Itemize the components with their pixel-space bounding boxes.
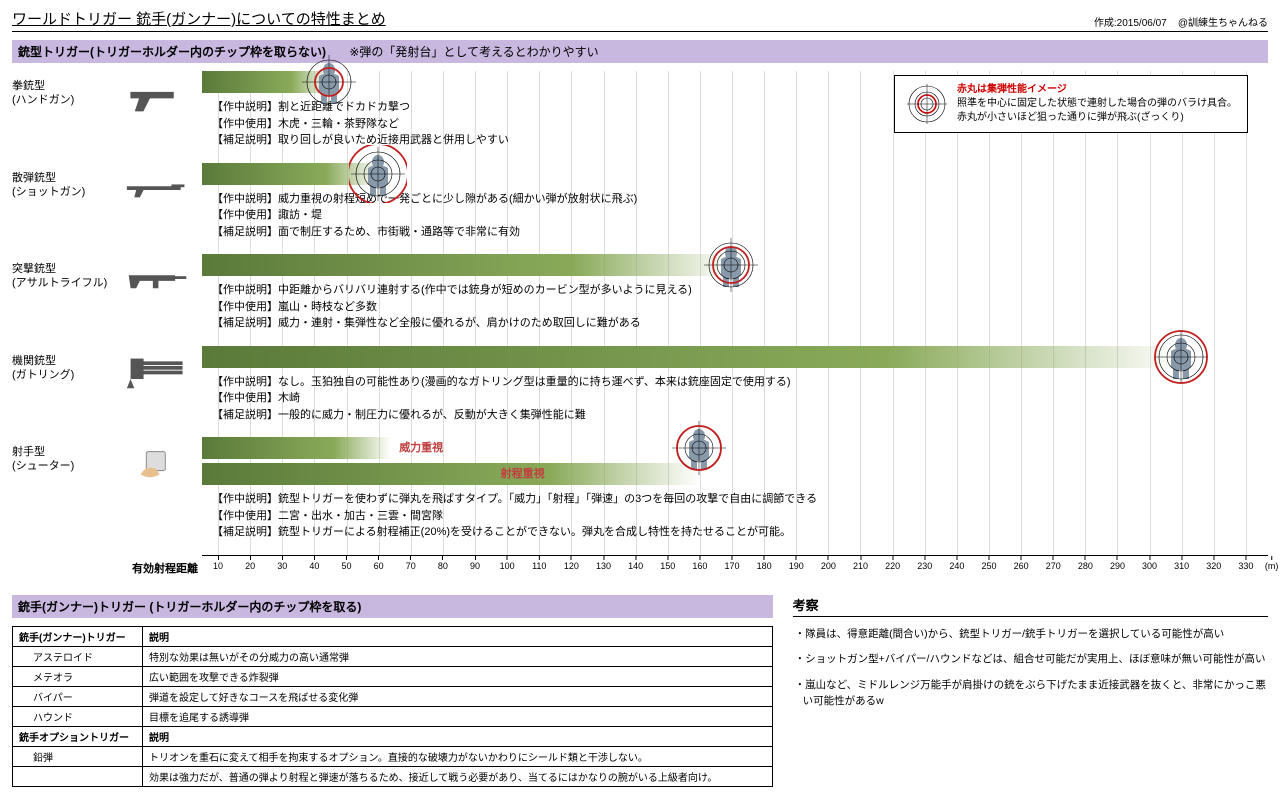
th4: 説明 <box>143 726 773 746</box>
page-title: ワールドトリガー 銃手(ガンナー)についての特性まとめ <box>12 8 386 29</box>
table-row: メテオラ広い範囲を攻撃できる炸裂弾 <box>13 666 773 686</box>
th3: 銃手オプショントリガー <box>13 726 143 746</box>
section1-sub: ※弾の「発射台」として考えるとわかりやすい <box>349 45 598 59</box>
legend-box: 赤丸は集弾性能イメージ 照準を中心に固定した状態で連射した場合の弾のバラけ具合。… <box>894 75 1248 133</box>
weapon-label: 拳銃型(ハンドガン) <box>12 71 122 108</box>
weapon-icon <box>122 77 192 117</box>
weapon-icon <box>122 352 192 392</box>
weapon-row: 機関銃型(ガトリング) 【作中説明】なし。玉狛独自の可能性あり(漫画的なガトリン… <box>12 346 1268 434</box>
axis: 有効射程距離 102030405060708090100110120130140… <box>202 555 1268 585</box>
section2-bar: 銃手(ガンナー)トリガー (トリガーホルダー内のチップ枠を取る) <box>12 595 773 618</box>
weapon-icon <box>122 260 192 300</box>
notes-title: 考察 <box>793 595 1268 617</box>
legend-l2: 照準を中心に固定した状態で連射した場合の弾のバラけ具合。 <box>957 97 1237 111</box>
meta: 作成:2015/06/07 @訓練生ちゃんねる <box>1094 14 1268 29</box>
weapon-desc: 【作中説明】なし。玉狛独自の可能性あり(漫画的なガトリング型は重量的に持ち運べず… <box>212 374 1268 424</box>
table-row: 効果は強力だが、普通の弾より射程と弾速が落ちるため、接近して戦う必要があり、当て… <box>13 766 773 786</box>
meta-date: 作成:2015/06/07 <box>1094 18 1167 29</box>
weapon-row: 散弾銃型(ショットガン) 【作中説明】威力重視の射程短めで一発ごとに少し隙がある… <box>12 163 1268 251</box>
axis-label: 有効射程距離 <box>132 560 198 576</box>
weapon-row: 射手型(シューター) 威力重視 射程重視 【作中説明】銃型トリガーを使わずに弾丸… <box>12 437 1268 551</box>
note-item: ・ショットガン型+バイパー/ハウンドなどは、組合せ可能だが実用上、ほぼ意味が無い… <box>793 652 1268 668</box>
title-row: ワールドトリガー 銃手(ガンナー)についての特性まとめ 作成:2015/06/0… <box>12 8 1268 32</box>
section1-title: 銃型トリガー(トリガーホルダー内のチップ枠を取らない) <box>18 45 326 59</box>
weapon-row: 突撃銃型(アサルトライフル) 【作中説明】中距離からバリバリ連射する(作中では銃… <box>12 254 1268 342</box>
weapon-label: 射手型(シューター) <box>12 437 122 474</box>
weapon-label: 散弾銃型(ショットガン) <box>12 163 122 200</box>
chart: 赤丸は集弾性能イメージ 照準を中心に固定した状態で連射した場合の弾のバラけ具合。… <box>12 71 1268 585</box>
weapon-desc: 【作中説明】銃型トリガーを使わずに弾丸を飛ばすタイプ。「威力」「射程」「弾速」の… <box>212 491 1268 541</box>
legend-l1: 赤丸は集弾性能イメージ <box>957 83 1237 97</box>
legend-target-icon <box>905 82 949 126</box>
legend-l3: 赤丸が小さいほど狙った通りに弾が飛ぶ(ざっくり) <box>957 111 1237 125</box>
meta-author: @訓練生ちゃんねる <box>1178 18 1268 29</box>
weapon-label: 突撃銃型(アサルトライフル) <box>12 254 122 291</box>
note-item: ・隊員は、得意距離(間合い)から、銃型トリガー/銃手トリガーを選択している可能性… <box>793 627 1268 643</box>
table-row: ハウンド目標を追尾する誘導弾 <box>13 706 773 726</box>
section1-bar: 銃型トリガー(トリガーホルダー内のチップ枠を取らない) ※弾の「発射台」として考… <box>12 40 1268 63</box>
weapon-icon <box>122 443 192 483</box>
trigger-table: 銃手(ガンナー)トリガー説明 アステロイド特別な効果は無いがその分威力の高い通常… <box>12 626 773 787</box>
table-row: 鉛弾トリオンを重石に変えて相手を拘束するオプション。直接的な破壊力がないかわりに… <box>13 746 773 766</box>
table-row: アステロイド特別な効果は無いがその分威力の高い通常弾 <box>13 646 773 666</box>
weapon-label: 機関銃型(ガトリング) <box>12 346 122 383</box>
th2: 説明 <box>143 626 773 646</box>
weapon-icon <box>122 169 192 209</box>
note-item: ・嵐山など、ミドルレンジ万能手が肩掛けの銃をぶら下げたまま近接武器を抜くと、非常… <box>793 678 1268 710</box>
th1: 銃手(ガンナー)トリガー <box>13 626 143 646</box>
table-row: バイパー弾道を設定して好きなコースを飛ばせる変化弾 <box>13 686 773 706</box>
